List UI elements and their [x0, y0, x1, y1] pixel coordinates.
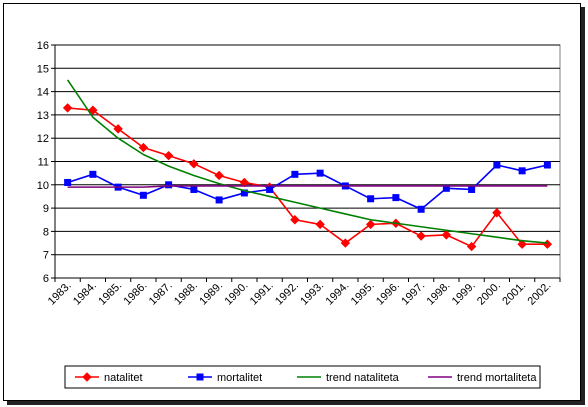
x-tick-label: 1995.	[349, 280, 377, 308]
x-tick-label: 1986.	[122, 280, 150, 308]
data-point-square	[266, 185, 274, 193]
data-point-diamond	[517, 239, 527, 249]
data-point-square	[165, 181, 173, 189]
x-tick-label: 1985.	[96, 280, 124, 308]
data-point-diamond	[113, 124, 123, 134]
legend-entry: mortalitet	[188, 372, 262, 384]
y-tick-label: 6	[43, 273, 49, 285]
series-line	[67, 164, 548, 211]
data-point-square	[417, 205, 425, 213]
legend-label: mortalitet	[217, 372, 262, 384]
series-line	[66, 79, 548, 244]
x-tick-label: 1987.	[147, 280, 175, 308]
x-axis-ticks: 1983.1984.1985.1986.1987.1988.1989.1990.…	[46, 278, 561, 308]
data-point-square	[543, 161, 551, 169]
data-point-diamond	[138, 142, 149, 153]
legend-label: trend mortaliteta	[457, 372, 537, 384]
data-point-diamond	[492, 208, 502, 218]
data-point-diamond	[88, 105, 98, 115]
data-point-square	[291, 170, 299, 178]
x-tick-label: 1984.	[71, 280, 99, 308]
data-point-diamond	[441, 230, 452, 240]
y-tick-label: 15	[37, 63, 49, 75]
legend-label: natalitet	[104, 372, 143, 384]
data-point-diamond	[189, 159, 199, 169]
data-point-diamond	[82, 372, 92, 382]
data-point-diamond	[416, 231, 426, 241]
y-tick-label: 10	[37, 180, 49, 192]
legend-entry: trend mortaliteta	[428, 372, 537, 384]
series-trend-nataliteta	[66, 79, 548, 244]
legend-entry: natalitet	[75, 372, 143, 384]
legend-entry: trend nataliteta	[297, 372, 400, 384]
legend: natalitet mortalitet trend nataliteta trend…	[64, 365, 541, 389]
data-point-diamond	[315, 219, 325, 230]
x-tick-label: 1996.	[374, 280, 402, 308]
x-tick-label: 1999.	[450, 280, 478, 308]
x-tick-label: 1998.	[425, 280, 453, 308]
x-tick-label: 1993.	[298, 280, 326, 308]
x-tick-label: 1997.	[399, 280, 427, 308]
data-point-square	[196, 373, 204, 381]
x-tick-label: 2000.	[475, 280, 503, 308]
data-point-diamond	[214, 170, 224, 181]
y-tick-label: 7	[43, 250, 49, 262]
y-tick-label: 11	[38, 157, 49, 169]
data-point-diamond	[466, 241, 477, 252]
series-trend-mortaliteta	[67, 185, 548, 188]
y-tick-label: 16	[37, 40, 49, 52]
data-point-square	[367, 195, 375, 203]
y-tick-label: 13	[37, 110, 49, 122]
data-point-square	[392, 194, 400, 202]
x-tick-label: 1989.	[197, 280, 225, 308]
data-point-square	[139, 191, 147, 199]
x-tick-label: 1990.	[223, 280, 251, 308]
series-line	[67, 185, 548, 188]
x-tick-label: 1991.	[248, 280, 276, 308]
data-point-square	[89, 170, 97, 178]
y-tick-label: 12	[37, 133, 49, 145]
y-tick-label: 14	[37, 87, 49, 99]
data-point-square	[316, 169, 324, 177]
x-tick-label: 2001.	[500, 280, 528, 308]
legend-label: trend nataliteta	[326, 372, 400, 384]
data-point-square	[518, 167, 526, 175]
data-point-square	[190, 185, 198, 193]
data-point-diamond	[365, 219, 376, 230]
x-tick-label: 1992.	[273, 280, 301, 308]
data-point-square	[468, 185, 476, 193]
series-line	[67, 107, 548, 248]
x-tick-label: 1994.	[324, 280, 352, 308]
data-point-square	[64, 178, 72, 186]
series-group	[62, 79, 553, 252]
x-tick-label: 1988.	[172, 280, 200, 308]
data-point-square	[493, 161, 501, 169]
data-point-square	[215, 196, 223, 204]
y-tick-label: 8	[43, 226, 49, 238]
data-point-diamond	[290, 215, 300, 225]
x-tick-label: 1983.	[46, 280, 74, 308]
data-point-diamond	[163, 150, 174, 161]
x-tick-label: 2002.	[526, 280, 554, 308]
y-tick-label: 9	[43, 203, 49, 215]
data-point-diamond	[62, 103, 73, 113]
data-point-diamond	[340, 238, 351, 248]
